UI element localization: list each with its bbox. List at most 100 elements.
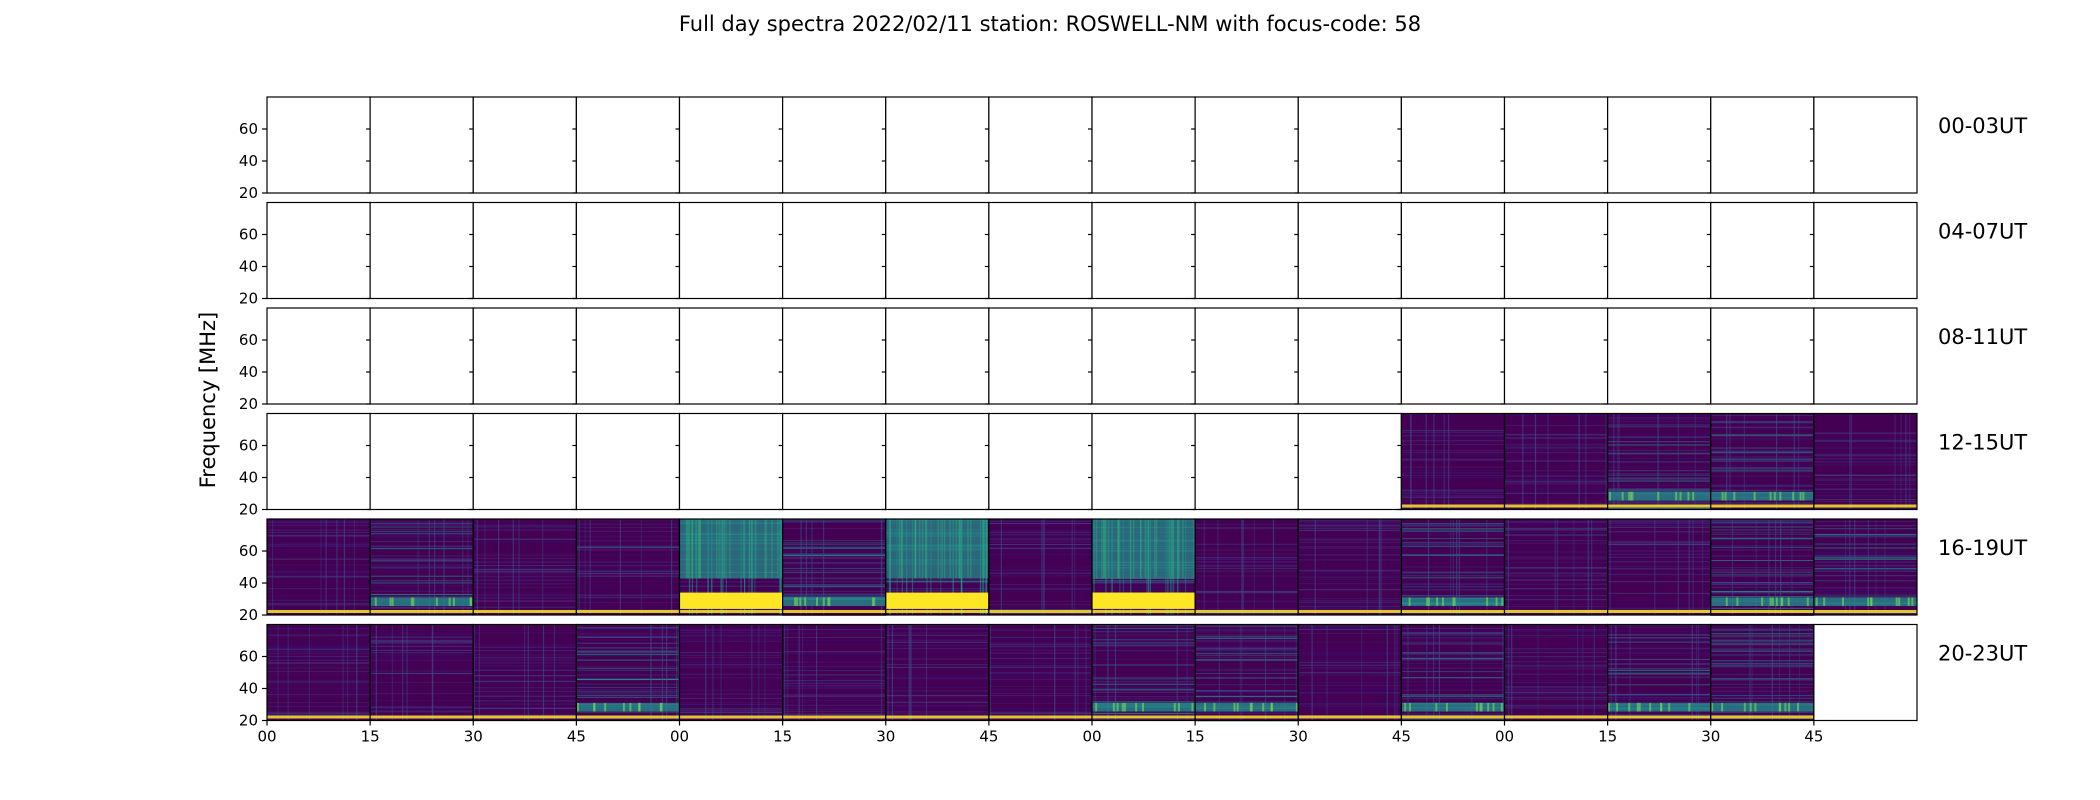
spectra-row: 20 40 60 20-23UT	[239, 623, 2027, 730]
spectra-row: 20 40 60 00-03UT	[239, 96, 2027, 202]
spectrum-segment	[988, 307, 1093, 405]
x-tick-label: 45	[1392, 728, 1411, 746]
spectrum-segment	[1297, 518, 1402, 616]
spectrum-segment	[1091, 518, 1196, 616]
spectrum-segment	[1091, 96, 1196, 194]
spectrum-segment	[1813, 307, 1918, 405]
y-tick-label: 60	[239, 331, 258, 349]
spectrum-segment	[1607, 307, 1712, 405]
row-label: 08-11UT	[1938, 325, 2027, 349]
spectrum-segment	[1400, 518, 1506, 616]
spectrum-segment	[1194, 201, 1299, 300]
x-tick-label: 45	[979, 728, 998, 746]
y-tick-label: 20	[239, 290, 258, 308]
spectrum-segment	[1710, 412, 1815, 511]
spectrum-segment	[1607, 96, 1712, 194]
spectrum-segment	[266, 96, 371, 194]
spectrum-segment	[678, 307, 784, 405]
spectrum-segment	[266, 518, 371, 616]
x-tick-label: 00	[1082, 728, 1101, 746]
spectrum-segment	[1400, 201, 1506, 300]
y-tick-label: 60	[239, 542, 258, 560]
row-label: 20-23UT	[1938, 642, 2027, 666]
y-axis-label: Frequency [MHz]	[196, 311, 220, 489]
spectrum-segment	[369, 412, 474, 511]
x-tick-label: 45	[567, 728, 586, 746]
y-tick-label: 40	[239, 574, 258, 592]
spectrum-segment	[1297, 623, 1402, 722]
x-tick-label: 30	[876, 728, 895, 746]
spectrum-segment	[1503, 412, 1609, 511]
spectrum-segment	[472, 623, 577, 722]
spectrum-segment	[782, 96, 887, 194]
spectrum-segment	[266, 623, 371, 722]
x-tick-label: 15	[773, 728, 792, 746]
spectrum-segment	[1503, 518, 1609, 616]
spectrum-segment	[1503, 201, 1609, 300]
spectra-row: 20 40 60 08-11UT	[239, 307, 2027, 413]
spectrum-segment	[575, 201, 681, 300]
spectrum-segment	[1194, 96, 1299, 194]
y-tick-label: 60	[239, 226, 258, 244]
spectrum-segment	[678, 201, 784, 300]
y-tick-label: 20	[239, 395, 258, 413]
spectrum-segment	[1297, 307, 1402, 405]
spectrum-segment	[782, 412, 887, 511]
x-tick-label: 45	[1804, 728, 1823, 746]
y-tick-label: 40	[239, 152, 258, 170]
spectrum-segment	[1091, 412, 1196, 511]
spectrum-segment	[1607, 623, 1712, 722]
spectrum-segment	[782, 518, 887, 616]
y-tick-label: 20	[239, 606, 258, 624]
spectrum-segment	[369, 518, 474, 616]
row-label: 16-19UT	[1938, 536, 2027, 560]
x-tick-label: 15	[1186, 728, 1205, 746]
spectrum-segment	[1813, 623, 1918, 722]
spectrum-segment	[678, 623, 784, 722]
row-label: 00-03UT	[1938, 114, 2027, 138]
spectra-row: 20 40 60 04-07UT	[239, 201, 2027, 308]
y-tick-label: 20	[239, 712, 258, 730]
spectrum-segment	[369, 201, 474, 300]
spectrum-segment	[472, 201, 577, 300]
y-tick-label: 40	[239, 258, 258, 276]
row-label: 04-07UT	[1938, 220, 2027, 244]
x-tick-label: 30	[1289, 728, 1308, 746]
spectrum-segment	[1813, 96, 1918, 194]
spectrum-segment	[1607, 412, 1712, 511]
y-tick-label: 40	[239, 363, 258, 381]
spectrum-segment	[1813, 201, 1918, 300]
x-axis: 00 15 30 45 00 15 30 45 00 15 30 45 00 15 30 45	[257, 720, 1823, 746]
y-tick-label: 40	[239, 680, 258, 698]
spectrum-segment	[1400, 96, 1506, 194]
spectrum-segment	[885, 307, 990, 405]
spectrum-segment	[678, 96, 784, 194]
spectrum-segment	[1194, 518, 1299, 616]
x-tick-label: 30	[1701, 728, 1720, 746]
x-tick-label: 15	[361, 728, 380, 746]
spectrum-segment	[885, 518, 990, 616]
x-tick-label: 00	[257, 728, 276, 746]
spectrum-segment	[885, 623, 990, 722]
spectrum-segment	[1710, 518, 1815, 616]
spectrum-segment	[1503, 307, 1609, 405]
spectrum-segment	[266, 201, 371, 300]
x-tick-label: 00	[1495, 728, 1514, 746]
spectrum-segment	[472, 307, 577, 405]
chart-title: Full day spectra 2022/02/11 station: ROS…	[678, 12, 1422, 36]
spectrum-segment	[988, 623, 1093, 722]
spectrum-segment	[1813, 518, 1918, 616]
spectrum-segment	[1503, 623, 1609, 722]
spectrum-segment	[575, 518, 681, 616]
x-tick-label: 15	[1598, 728, 1617, 746]
spectrum-segment	[472, 518, 577, 616]
spectrum-segment	[369, 307, 474, 405]
spectrum-segment	[1400, 307, 1506, 405]
spectrum-segment	[1607, 201, 1712, 300]
spectrum-segment	[988, 201, 1093, 300]
spectrum-segment	[885, 412, 990, 511]
spectrum-segment	[472, 96, 577, 194]
y-tick-label: 60	[239, 437, 258, 455]
spectrum-segment	[1297, 412, 1402, 511]
